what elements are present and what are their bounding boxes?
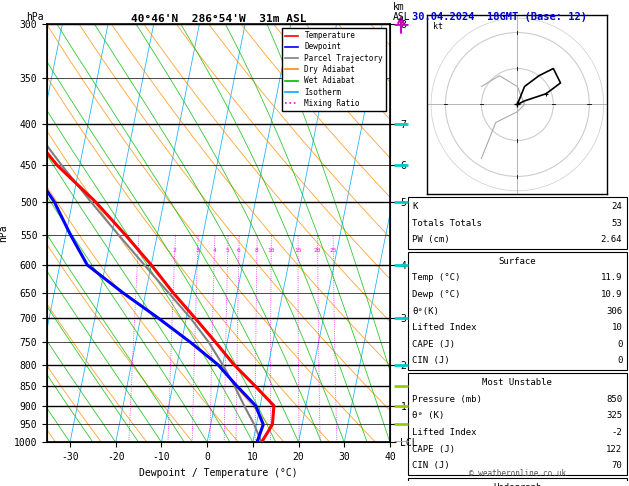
- Text: 30.04.2024  18GMT (Base: 12): 30.04.2024 18GMT (Base: 12): [412, 12, 587, 22]
- Text: 25: 25: [330, 248, 337, 253]
- Text: 8: 8: [255, 248, 259, 253]
- Text: Most Unstable: Most Unstable: [482, 378, 552, 387]
- Text: CAPE (J): CAPE (J): [413, 445, 455, 453]
- Text: © weatheronline.co.uk: © weatheronline.co.uk: [469, 469, 566, 478]
- Bar: [408, 252, 626, 370]
- Text: 10: 10: [611, 323, 622, 332]
- Text: 5: 5: [226, 248, 230, 253]
- Text: Hodograph: Hodograph: [493, 483, 542, 486]
- Text: CAPE (J): CAPE (J): [413, 340, 455, 349]
- Text: 0: 0: [617, 357, 622, 365]
- Text: 2.64: 2.64: [601, 235, 622, 244]
- Text: θᵊ(K): θᵊ(K): [413, 307, 439, 315]
- X-axis label: Dewpoint / Temperature (°C): Dewpoint / Temperature (°C): [139, 468, 298, 478]
- Bar: [408, 197, 626, 249]
- Text: 306: 306: [606, 307, 622, 315]
- Text: 4: 4: [213, 248, 216, 253]
- Y-axis label: hPa: hPa: [0, 225, 8, 242]
- Text: Pressure (mb): Pressure (mb): [413, 395, 482, 404]
- Text: kt: kt: [433, 22, 443, 31]
- Text: Dewp (°C): Dewp (°C): [413, 290, 461, 299]
- Bar: [408, 373, 626, 474]
- Text: 3: 3: [196, 248, 199, 253]
- Text: Temp (°C): Temp (°C): [413, 273, 461, 282]
- Text: θᵊ (K): θᵊ (K): [413, 411, 445, 420]
- Text: 10: 10: [267, 248, 275, 253]
- Text: CIN (J): CIN (J): [413, 357, 450, 365]
- Text: 11.9: 11.9: [601, 273, 622, 282]
- Text: 6: 6: [237, 248, 241, 253]
- Text: 850: 850: [606, 395, 622, 404]
- Text: Lifted Index: Lifted Index: [413, 323, 477, 332]
- Text: km
ASL: km ASL: [393, 2, 411, 22]
- Text: Lifted Index: Lifted Index: [413, 428, 477, 437]
- Text: 15: 15: [294, 248, 302, 253]
- Text: hPa: hPa: [26, 12, 44, 22]
- Text: 0: 0: [617, 340, 622, 349]
- Text: 10.9: 10.9: [601, 290, 622, 299]
- Text: 325: 325: [606, 411, 622, 420]
- Text: 122: 122: [606, 445, 622, 453]
- Text: CIN (J): CIN (J): [413, 461, 450, 470]
- Text: Totals Totals: Totals Totals: [413, 219, 482, 227]
- Text: 2: 2: [173, 248, 177, 253]
- Text: 20: 20: [314, 248, 321, 253]
- Text: 53: 53: [611, 219, 622, 227]
- Text: PW (cm): PW (cm): [413, 235, 450, 244]
- Text: 24: 24: [611, 202, 622, 211]
- Text: -2: -2: [611, 428, 622, 437]
- Text: 1: 1: [136, 248, 140, 253]
- Legend: Temperature, Dewpoint, Parcel Trajectory, Dry Adiabat, Wet Adiabat, Isotherm, Mi: Temperature, Dewpoint, Parcel Trajectory…: [282, 28, 386, 111]
- Text: K: K: [413, 202, 418, 211]
- Title: 40°46'N  286°54'W  31m ASL: 40°46'N 286°54'W 31m ASL: [131, 14, 306, 23]
- Text: Surface: Surface: [499, 257, 536, 266]
- Bar: [408, 478, 626, 486]
- Text: 70: 70: [611, 461, 622, 470]
